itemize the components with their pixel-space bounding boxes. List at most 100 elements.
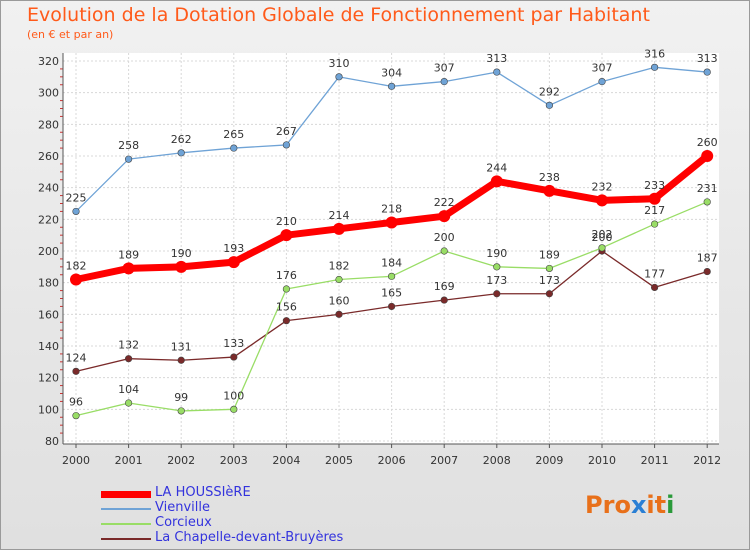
- y-tick-label: 140: [38, 340, 59, 353]
- data-point-corcieux: [177, 407, 185, 415]
- data-label-la-houssiere: 222: [434, 196, 455, 209]
- data-point-la-houssiere: [490, 175, 503, 188]
- data-label-la-chapelle: 177: [644, 267, 665, 280]
- data-point-la-houssiere: [385, 216, 398, 229]
- data-point-vienville: [545, 101, 554, 109]
- x-tick-label: 2001: [115, 454, 143, 467]
- logo-letter: t: [654, 491, 667, 519]
- data-point-corcieux: [335, 275, 343, 284]
- data-point-la-chapelle: [388, 302, 396, 311]
- y-tick-label: 260: [38, 150, 59, 163]
- data-label-corcieux: 100: [223, 389, 244, 402]
- data-label-corcieux: 231: [697, 182, 718, 195]
- chart-title: Evolution de la Dotation Globale de Fonc…: [27, 4, 650, 26]
- data-label-la-houssiere: 244: [486, 161, 507, 174]
- data-point-vienville: [598, 77, 606, 86]
- data-label-la-houssiere: 189: [118, 248, 139, 261]
- y-tick-label: 280: [38, 118, 59, 131]
- legend-swatch: [101, 523, 151, 525]
- data-label-vienville: 316: [644, 47, 665, 60]
- data-point-la-houssiere: [280, 229, 293, 242]
- data-label-vienville: 304: [381, 66, 402, 79]
- y-tick-label: 160: [38, 308, 59, 321]
- data-label-la-houssiere: 182: [66, 260, 87, 273]
- y-tick-label: 200: [38, 245, 59, 258]
- x-tick-label: 2007: [430, 454, 458, 467]
- x-tick-label: 2005: [325, 454, 353, 467]
- data-label-corcieux: 96: [69, 396, 83, 409]
- data-label-la-chapelle: 169: [434, 280, 455, 293]
- logo-letter: P: [585, 491, 603, 519]
- data-point-la-chapelle: [493, 290, 501, 298]
- data-label-la-chapelle: 173: [486, 274, 507, 287]
- data-label-la-chapelle: 156: [276, 301, 297, 314]
- legend-label: LA HOUSSIèRE: [155, 485, 251, 500]
- data-label-la-houssiere: 218: [381, 203, 402, 216]
- logo-letter: i: [646, 491, 655, 519]
- labels-layer: 182 189 190 193 210 214 218 222 244 238 232 233 260 2…: [66, 47, 718, 408]
- data-label-vienville: 225: [66, 191, 87, 204]
- data-label-la-chapelle: 173: [539, 274, 560, 287]
- data-point-corcieux: [282, 285, 291, 293]
- data-point-vienville: [124, 155, 133, 163]
- data-label-la-houssiere: 214: [329, 209, 350, 222]
- logo-letter: x: [630, 491, 647, 519]
- y-tick-label: 240: [38, 182, 59, 195]
- data-label-vienville: 265: [223, 128, 244, 141]
- data-point-la-houssiere: [122, 262, 135, 275]
- data-label-corcieux: 99: [174, 391, 188, 404]
- data-point-la-houssiere: [438, 210, 451, 223]
- data-label-vienville: 258: [118, 139, 139, 152]
- data-point-vienville: [440, 77, 448, 86]
- data-label-la-chapelle: 133: [223, 337, 244, 350]
- data-label-vienville: 310: [329, 57, 350, 70]
- data-label-vienville: 267: [276, 125, 297, 138]
- data-label-la-houssiere: 238: [539, 171, 560, 184]
- data-point-vienville: [493, 68, 501, 76]
- data-point-la-chapelle: [177, 356, 185, 364]
- data-label-la-houssiere: 210: [276, 215, 297, 228]
- x-tick-label: 2002: [167, 454, 195, 467]
- data-point-la-chapelle: [230, 353, 238, 361]
- x-tick-label: 2000: [62, 454, 90, 467]
- data-point-vienville: [703, 68, 711, 76]
- chart-subtitle: (en € et par an): [27, 28, 114, 41]
- data-label-la-houssiere: 233: [644, 179, 665, 192]
- legend-label: Corcieux: [155, 515, 212, 530]
- data-point-corcieux: [124, 399, 133, 407]
- y-tick-label: 220: [38, 213, 59, 226]
- data-point-la-chapelle: [545, 290, 554, 298]
- data-point-la-chapelle: [72, 367, 80, 375]
- data-label-la-houssiere: 232: [592, 180, 613, 193]
- data-label-vienville: 262: [171, 133, 192, 146]
- data-point-la-chapelle: [335, 310, 343, 318]
- data-point-la-houssiere: [543, 184, 556, 197]
- data-label-vienville: 313: [697, 52, 718, 65]
- data-label-corcieux: 184: [381, 256, 402, 269]
- y-tick-label: 80: [45, 435, 59, 448]
- y-tick-label: 320: [38, 55, 59, 68]
- x-tick-label: 2008: [483, 454, 511, 467]
- logo-letter: r: [602, 491, 615, 519]
- data-point-corcieux: [650, 220, 659, 228]
- data-label-la-houssiere: 193: [223, 242, 244, 255]
- logo-letter: o: [614, 491, 631, 519]
- data-point-vienville: [282, 141, 291, 149]
- data-label-la-chapelle: 187: [697, 252, 718, 265]
- data-point-la-houssiere: [70, 273, 82, 286]
- data-label-vienville: 292: [539, 85, 560, 98]
- data-point-vienville: [335, 73, 343, 81]
- data-point-vienville: [72, 207, 80, 216]
- data-label-corcieux: 190: [486, 247, 507, 260]
- data-label-vienville: 307: [434, 62, 455, 75]
- grid: [63, 53, 719, 444]
- data-label-la-chapelle: 160: [329, 294, 350, 307]
- data-label-vienville: 307: [592, 62, 613, 75]
- data-point-vienville: [177, 149, 185, 157]
- data-point-la-chapelle: [703, 267, 711, 276]
- data-label-corcieux: 176: [276, 269, 297, 282]
- data-point-vienville: [388, 82, 396, 90]
- y-tick-label: 180: [38, 277, 59, 290]
